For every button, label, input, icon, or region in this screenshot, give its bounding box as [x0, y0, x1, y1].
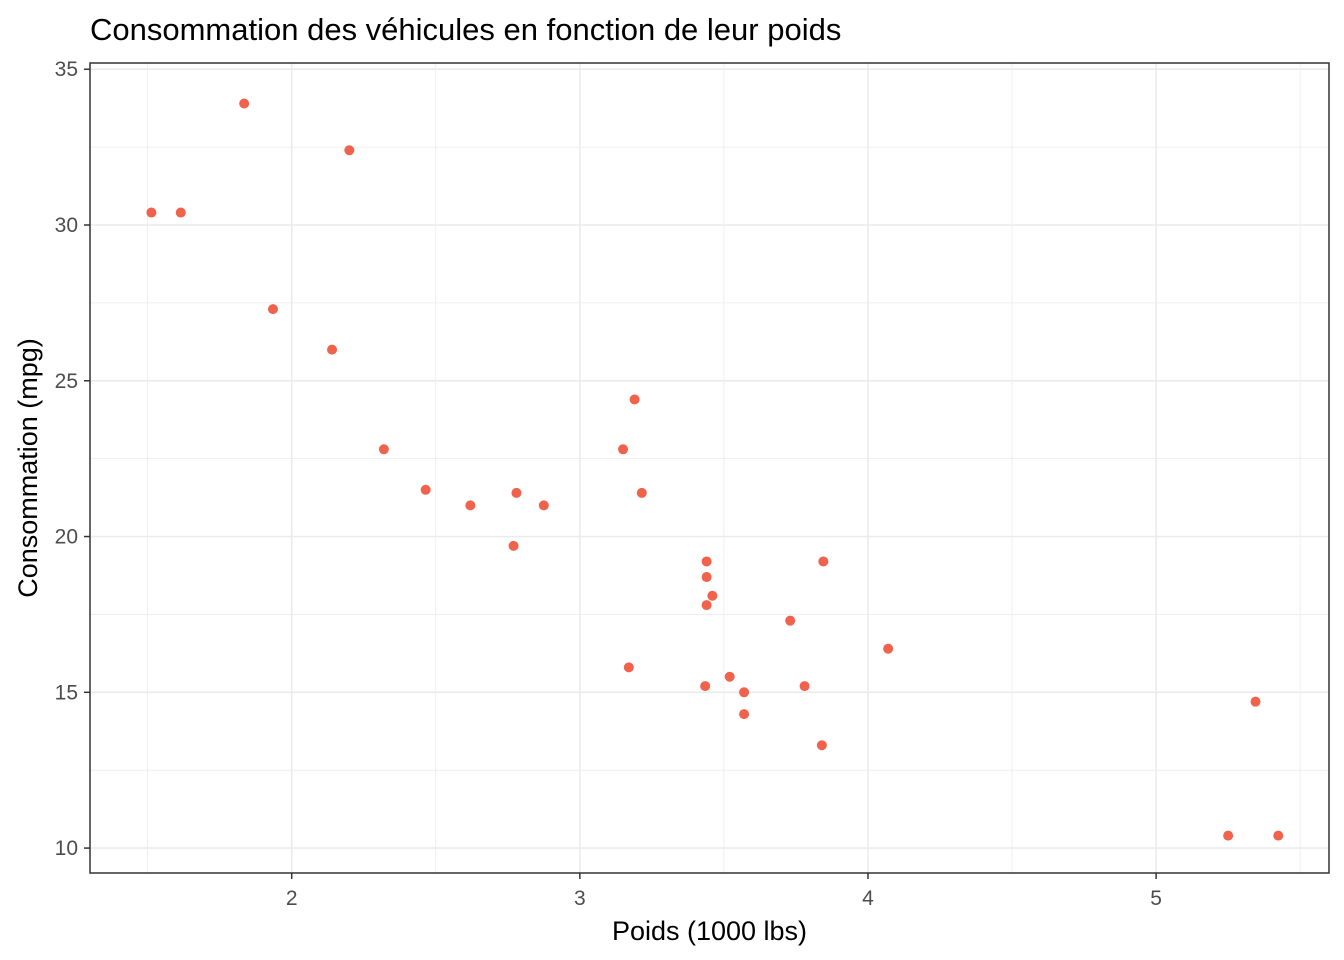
data-point: [618, 444, 629, 455]
data-point: [465, 500, 476, 511]
data-point: [511, 487, 522, 498]
data-point: [739, 709, 750, 720]
y-tick-label: 25: [55, 370, 78, 393]
data-point: [175, 207, 186, 218]
data-point: [818, 556, 829, 567]
data-point: [420, 484, 431, 495]
data-point: [1250, 696, 1261, 707]
panel-border: [89, 62, 1330, 874]
data-point: [623, 662, 634, 673]
data-point: [785, 615, 796, 626]
data-point: [629, 394, 640, 405]
y-tick-label: 10: [55, 837, 78, 860]
grid-minor: [90, 63, 1329, 873]
data-point: [239, 98, 250, 109]
data-point: [883, 643, 894, 654]
y-tick-label: 15: [55, 681, 78, 704]
data-point: [508, 540, 519, 551]
y-axis: 10 15 20 25 30 35: [55, 58, 90, 860]
data-point: [700, 681, 711, 692]
data-points: [146, 98, 1284, 841]
y-tick-label: 20: [55, 526, 78, 549]
data-point: [701, 556, 712, 567]
data-point: [1223, 830, 1234, 841]
data-point: [739, 687, 750, 698]
x-tick-label: 4: [862, 887, 874, 910]
data-point: [344, 145, 355, 156]
data-point: [378, 444, 389, 455]
grid-major: [90, 63, 1329, 873]
data-point: [701, 572, 712, 583]
y-tick-label: 35: [55, 58, 78, 81]
data-point: [1273, 830, 1284, 841]
x-tick-label: 3: [574, 887, 586, 910]
data-point: [707, 590, 718, 601]
data-point: [538, 500, 549, 511]
chart-title: Consommation des véhicules en fonction d…: [90, 12, 841, 47]
data-point: [799, 681, 810, 692]
data-point: [816, 740, 827, 751]
data-point: [636, 487, 647, 498]
data-point: [327, 344, 338, 355]
data-point: [146, 207, 157, 218]
y-axis-title: Consommation (mpg): [13, 338, 43, 598]
y-tick-label: 30: [55, 214, 78, 237]
data-point: [701, 600, 712, 611]
x-axis-title: Poids (1000 lbs): [612, 916, 807, 946]
x-axis: 2 3 4 5: [286, 873, 1162, 910]
data-point: [267, 304, 278, 315]
data-point: [724, 671, 735, 682]
x-tick-label: 2: [286, 887, 298, 910]
x-tick-label: 5: [1150, 887, 1162, 910]
